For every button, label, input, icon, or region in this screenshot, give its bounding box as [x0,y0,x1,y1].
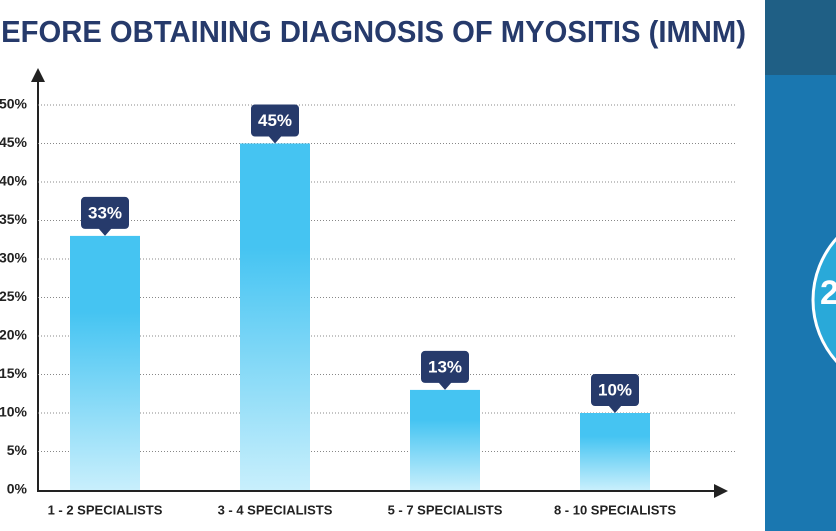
y-axis-arrow [31,68,45,82]
bar [70,235,140,490]
bar [410,389,480,490]
y-tick-label: 0% [7,481,28,497]
y-tick-label: 40% [0,173,28,189]
y-tick-label: 35% [0,211,28,227]
y-tick-label: 45% [0,134,28,150]
x-tick-label: 3 - 4 SPECIALISTS [218,502,333,517]
side-circle [811,236,836,364]
x-tick-label: 8 - 10 SPECIALISTS [554,502,676,517]
side-number: 2 [820,274,836,312]
value-label-pointer [438,381,452,390]
value-label-box [421,350,469,383]
y-tick-label: 5% [7,442,28,458]
value-label: 13% [428,357,462,376]
side-panel-top [765,0,836,75]
value-label-box [591,374,639,406]
value-label-pointer [608,405,622,413]
value-label-box [81,196,129,229]
bar [240,143,310,490]
value-label: 45% [258,111,292,130]
x-axis-arrow [714,484,728,498]
y-tick-label: 15% [0,365,28,381]
value-label: 33% [88,203,122,222]
y-tick-label: 25% [0,288,28,304]
y-tick-label: 30% [0,250,28,266]
x-tick-label: 1 - 2 SPECIALISTS [48,502,163,517]
x-tick-label: 5 - 7 SPECIALISTS [388,502,503,517]
value-label-pointer [268,135,282,144]
value-label-pointer [98,227,112,236]
y-tick-label: 10% [0,404,28,420]
value-label-box [251,104,299,137]
chart-title: BEFORE OBTAINING DIAGNOSIS OF MYOSITIS (… [0,14,746,49]
bar [580,413,650,490]
y-tick-label: 50% [0,96,28,112]
value-label: 10% [598,380,632,399]
y-tick-label: 20% [0,327,28,343]
